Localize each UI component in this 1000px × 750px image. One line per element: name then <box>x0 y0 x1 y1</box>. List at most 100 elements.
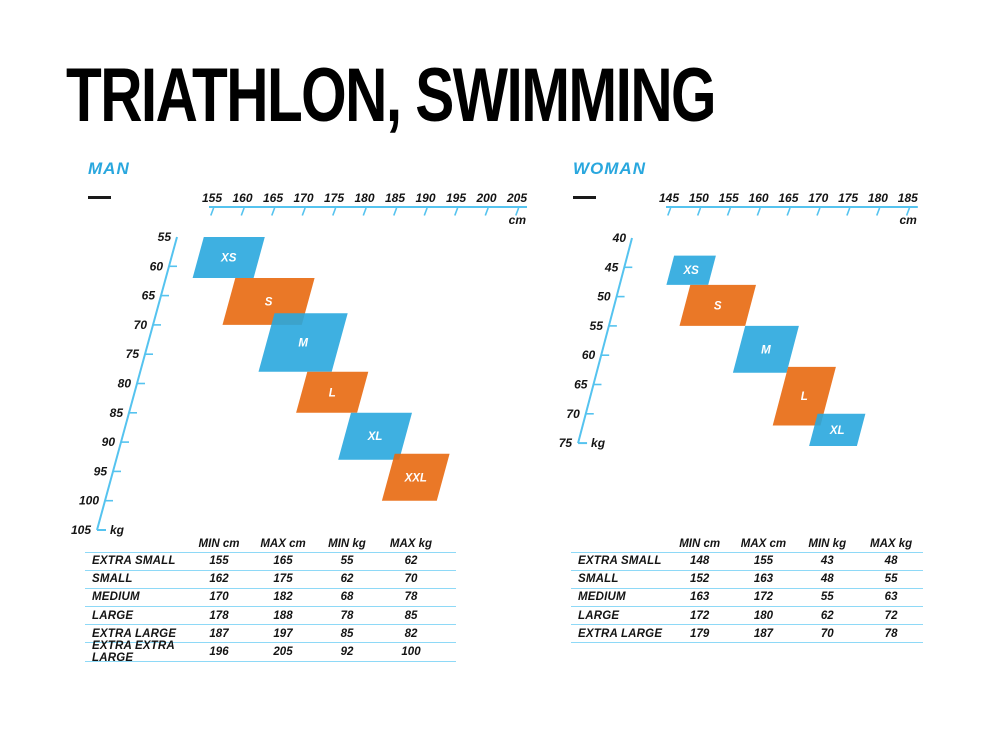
size-region-xs <box>666 255 716 285</box>
size-value: 170 <box>209 591 229 604</box>
size-value: 55 <box>884 573 898 586</box>
size-label: MEDIUM <box>578 591 626 604</box>
table-row: LARGE 172 180 62 72 <box>571 607 923 626</box>
table-row: LARGE 178 188 78 85 <box>85 607 456 626</box>
x-axis-tick <box>726 207 732 216</box>
x-tick-label: 175 <box>324 191 344 205</box>
y-tick-label: 55 <box>158 230 172 244</box>
size-value: 179 <box>690 627 710 640</box>
size-value: 172 <box>690 609 710 622</box>
x-tick-label: 155 <box>202 191 222 205</box>
table-row: EXTRA LARGE 179 187 70 78 <box>571 625 923 644</box>
y-tick-label: 65 <box>574 378 588 392</box>
size-value: 68 <box>340 591 354 604</box>
size-region-xl <box>809 413 866 446</box>
y-tick-label: 85 <box>110 406 124 420</box>
x-axis-tick <box>301 207 306 216</box>
table-row: SMALL 162 175 62 70 <box>85 571 456 589</box>
size-region-l <box>296 371 369 413</box>
column-header: MIN kg <box>808 537 847 550</box>
size-label: EXTRA LARGE <box>578 627 663 640</box>
size-region-l <box>772 366 836 426</box>
y-tick-label: 90 <box>102 435 116 449</box>
y-tick-label: 75 <box>559 436 573 450</box>
column-header: MAX cm <box>260 537 306 550</box>
size-label: SMALL <box>578 573 619 586</box>
size-label: SMALL <box>92 573 133 586</box>
size-value: 148 <box>690 555 710 568</box>
y-axis-unit: kg <box>110 523 125 537</box>
y-tick-label: 70 <box>134 318 148 332</box>
table-header-row: MIN cm MAX cm MIN kg MAX kg <box>571 536 923 553</box>
size-value: 163 <box>690 591 710 604</box>
section-label-woman: WOMAN <box>573 159 646 178</box>
column-header: MAX kg <box>869 537 913 550</box>
size-region-xl <box>338 412 412 460</box>
x-axis-tick <box>362 207 367 216</box>
y-axis-line <box>577 237 633 444</box>
x-axis-tick <box>816 207 821 216</box>
size-value: 178 <box>209 609 229 622</box>
size-value: 63 <box>884 591 898 604</box>
x-axis-tick <box>905 207 911 216</box>
size-label: EXTRA LARGE <box>92 627 177 640</box>
y-tick-label: 55 <box>590 319 604 333</box>
size-value: 62 <box>404 555 418 568</box>
size-value: 188 <box>273 609 293 622</box>
size-value: 163 <box>753 573 774 586</box>
size-region-label: L <box>801 391 808 403</box>
size-value: 155 <box>209 555 229 568</box>
size-value: 175 <box>273 573 293 586</box>
size-value: 78 <box>884 627 898 640</box>
size-region-xxl <box>381 453 450 501</box>
size-region-m <box>732 325 799 373</box>
x-tick-label: 200 <box>475 191 496 205</box>
size-value: 187 <box>209 627 229 640</box>
x-tick-label: 165 <box>778 191 798 205</box>
x-tick-label: 190 <box>415 191 435 205</box>
y-tick-label: 70 <box>566 407 580 421</box>
table-row: MEDIUM 163 172 55 63 <box>571 589 923 608</box>
y-tick-label: 80 <box>118 377 132 391</box>
x-axis-unit: cm <box>899 213 917 227</box>
size-value: 205 <box>273 646 293 659</box>
column-header: MAX kg <box>389 537 433 550</box>
size-value: 100 <box>401 646 421 659</box>
y-tick-label: 75 <box>126 347 140 361</box>
x-axis-tick <box>484 207 489 216</box>
table-header-row: MIN cm MAX cm MIN kg MAX kg <box>85 536 456 553</box>
x-axis-tick <box>846 207 851 216</box>
x-axis-tick <box>667 207 672 216</box>
x-tick-label: 175 <box>838 191 858 205</box>
size-value: 70 <box>820 627 834 640</box>
size-value: 196 <box>209 646 229 659</box>
size-region-label: L <box>329 387 336 399</box>
size-value: 48 <box>884 555 898 568</box>
y-tick-label: 40 <box>612 231 627 245</box>
x-axis-tick <box>271 207 276 216</box>
size-value: 165 <box>273 555 293 568</box>
size-value: 92 <box>340 646 354 659</box>
size-region-label: XS <box>683 265 700 277</box>
x-axis-tick <box>240 207 245 216</box>
size-label: MEDIUM <box>92 591 140 604</box>
x-axis-tick <box>423 207 428 216</box>
column-header: MIN cm <box>198 537 240 550</box>
x-axis-tick <box>756 207 761 216</box>
size-region-s <box>679 284 756 326</box>
page-title: TRIATHLON, SWIMMING <box>66 53 717 138</box>
section-label-man: MAN <box>88 159 130 178</box>
y-tick-label: 45 <box>604 260 619 274</box>
x-axis-tick <box>786 207 791 216</box>
size-value: 72 <box>884 609 898 622</box>
size-region-label: M <box>298 337 308 349</box>
size-label: EXTRA SMALL <box>92 555 176 568</box>
x-tick-label: 180 <box>354 191 374 205</box>
size-label: EXTRA SMALL <box>578 555 662 568</box>
size-value: 62 <box>340 573 354 586</box>
size-value: 152 <box>690 573 710 586</box>
size-value: 82 <box>404 627 418 640</box>
size-value: 180 <box>753 609 774 622</box>
